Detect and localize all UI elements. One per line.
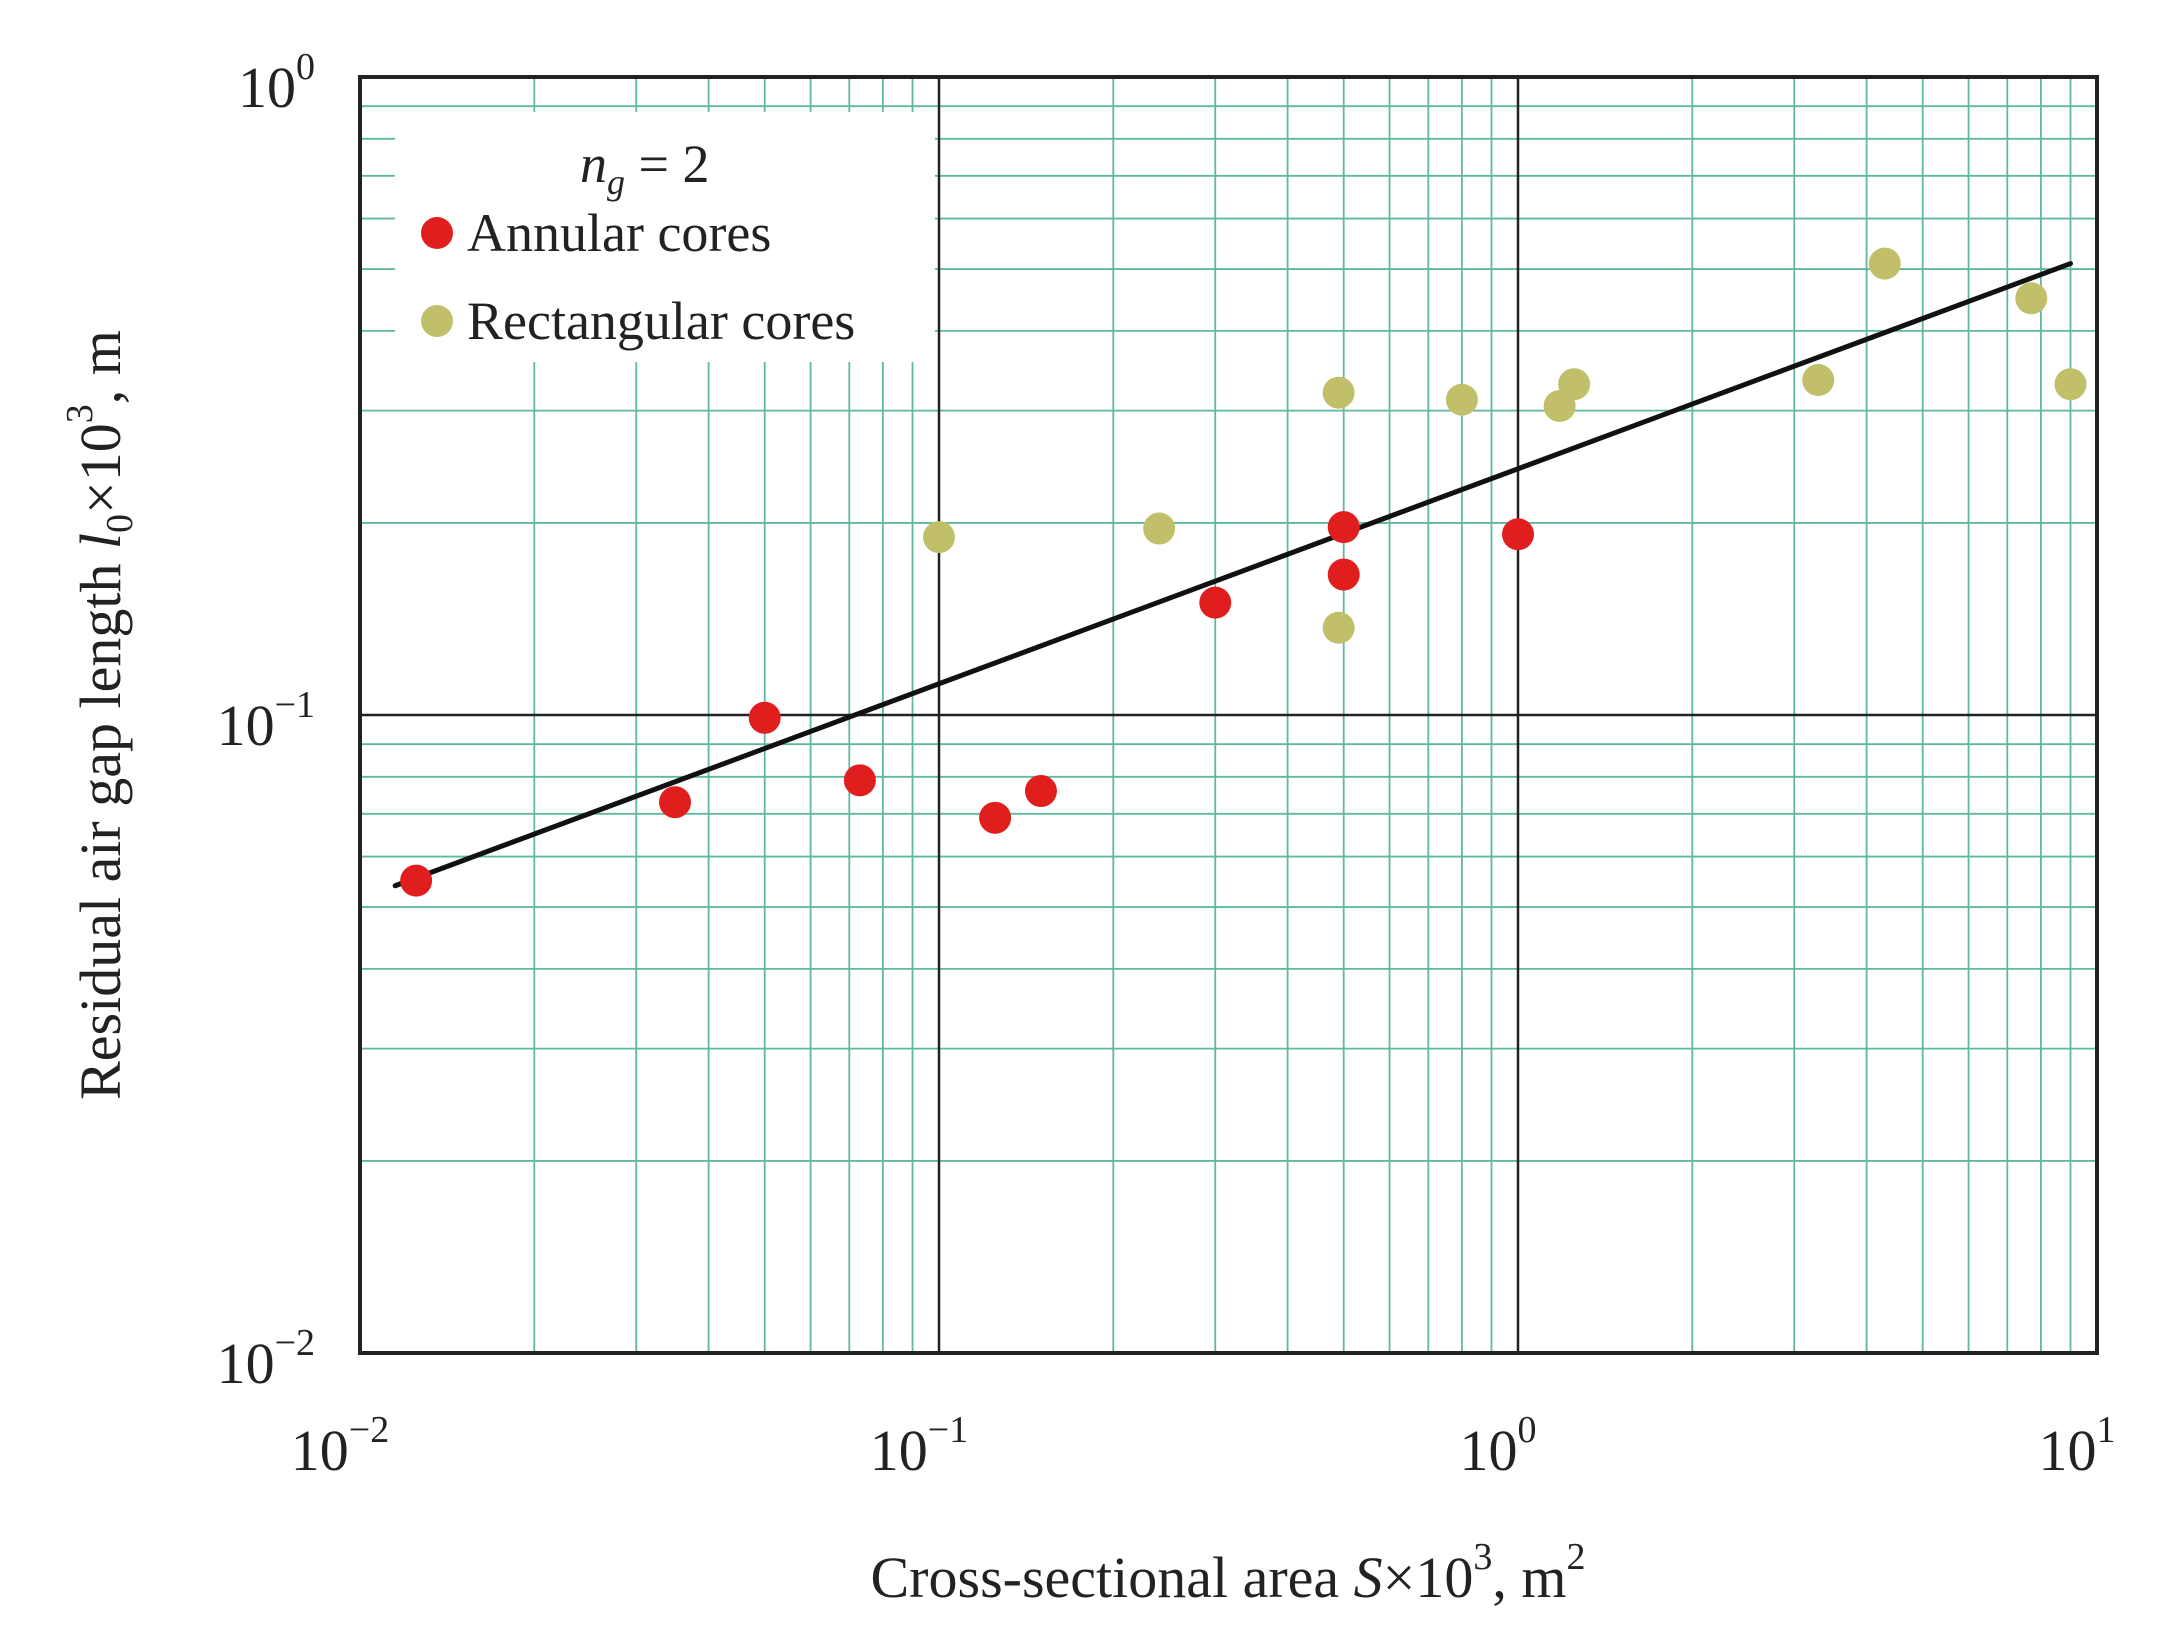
rectangular-core-point <box>1143 512 1176 545</box>
y-tick-label: 10−2 <box>217 1322 315 1396</box>
annular-core-point <box>1024 775 1057 808</box>
x-tick-exponent: −2 <box>349 1409 389 1451</box>
x-axis-label-prefix: Cross-sectional area <box>871 1545 1354 1610</box>
annular-core-point <box>400 864 433 897</box>
legend-title-rest: = 2 <box>625 134 709 194</box>
y-tick-exponent: −1 <box>275 684 315 726</box>
x-tick-label: 100 <box>1460 1409 1537 1483</box>
x-axis-label: Cross-sectional area S×103, m2 <box>871 1536 1586 1610</box>
rectangular-core-point <box>923 521 955 554</box>
legend-title-var: n <box>580 134 607 194</box>
x-axis-label-times: ×10 <box>1383 1545 1474 1610</box>
y-tick-exponent: −2 <box>275 1322 315 1364</box>
y-axis-label-unit: , m <box>68 330 133 404</box>
y-tick-base: 10 <box>217 693 275 758</box>
x-tick-exponent: 0 <box>1518 1409 1537 1451</box>
annular-core-point <box>1327 511 1360 544</box>
legend-title: ng = 2 <box>580 134 709 202</box>
y-axis-label-exp: 3 <box>59 404 101 423</box>
rectangular-core-point <box>1322 376 1355 409</box>
annular-core-point <box>1199 586 1232 619</box>
x-tick-base: 10 <box>870 1418 928 1483</box>
legend-box <box>395 112 935 362</box>
y-tick-label: 10−1 <box>217 684 315 758</box>
legend-entry-label: Rectangular cores <box>467 291 855 351</box>
plot-border <box>358 75 2099 1355</box>
rectangular-core-point <box>1322 611 1355 644</box>
x-tick-label: 10−1 <box>870 1409 968 1483</box>
rectangular-core-point <box>1558 368 1591 401</box>
legend-marker <box>421 217 453 249</box>
y-axis-label-prefix: Residual air gap length <box>68 549 133 1100</box>
rectangular-core-point <box>2054 368 2087 401</box>
legend-entry-label: Annular cores <box>467 203 771 263</box>
data-points <box>400 247 2087 897</box>
annular-core-point <box>1502 518 1534 551</box>
rectangular-core-point <box>1445 383 1478 416</box>
fit-line <box>392 261 2074 889</box>
y-tick-base: 10 <box>217 1331 275 1396</box>
x-tick-base: 10 <box>1460 1418 1518 1483</box>
annular-core-point <box>1327 558 1360 591</box>
major-grid <box>360 77 2097 1353</box>
x-axis-label-unit-exp: 2 <box>1567 1536 1586 1578</box>
x-tick-exponent: 1 <box>2097 1409 2116 1451</box>
x-axis-label-exp: 3 <box>1473 1536 1492 1578</box>
annular-core-point <box>659 786 692 819</box>
x-tick-label: 10−2 <box>291 1409 389 1483</box>
annular-core-point <box>843 764 876 797</box>
y-axis-label-sub: 0 <box>99 514 141 533</box>
y-tick-label: 100 <box>238 46 315 120</box>
y-axis-label-var: l <box>68 533 133 549</box>
rectangular-core-point <box>1868 247 1901 280</box>
x-axis-label-unit: , m <box>1492 1545 1566 1610</box>
plot-frame <box>358 75 2099 1355</box>
rectangular-core-point <box>2015 282 2048 315</box>
x-tick-exponent: −1 <box>928 1409 968 1451</box>
rectangular-core-point <box>1802 364 1835 397</box>
x-tick-label: 101 <box>2039 1409 2116 1483</box>
y-tick-base: 10 <box>238 55 296 120</box>
y-axis-label: Residual air gap length l0×103, m <box>59 330 141 1100</box>
x-axis-label-var: S <box>1354 1545 1383 1610</box>
annular-core-point <box>979 801 1012 834</box>
annular-core-point <box>748 701 781 734</box>
y-tick-exponent: 0 <box>296 46 315 88</box>
y-axis-label-times: ×10 <box>68 423 133 514</box>
x-tick-base: 10 <box>2039 1418 2097 1483</box>
x-tick-base: 10 <box>291 1418 349 1483</box>
legend-marker <box>421 305 453 337</box>
legend-title-sub: g <box>607 162 625 202</box>
fit-line-group <box>392 261 2074 889</box>
